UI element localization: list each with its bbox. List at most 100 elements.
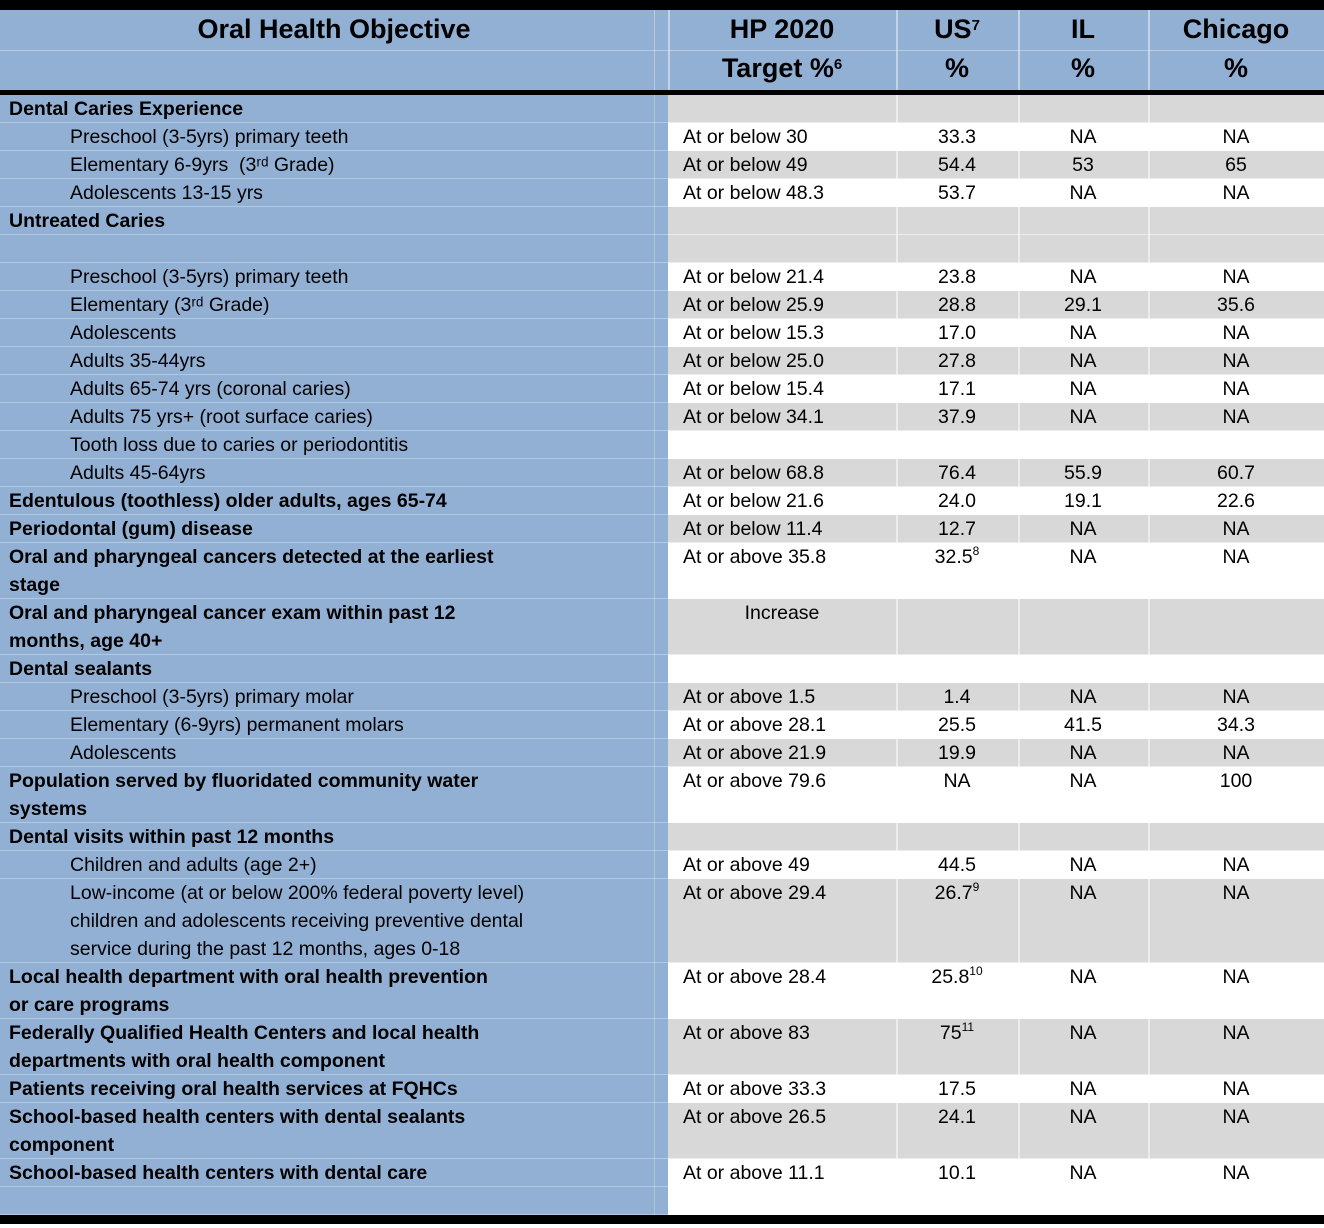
us-cell — [896, 95, 1018, 123]
us-cell — [896, 207, 1018, 235]
chicago-cell: NA — [1148, 375, 1324, 403]
header-chicago-line2: % — [1223, 53, 1248, 83]
target-cell: At or below 49 — [668, 151, 896, 179]
us-cell: 7511 — [896, 1019, 1018, 1075]
table-row: Preschool (3-5yrs) primary teeth At or be… — [0, 123, 1324, 151]
objective-cell: School-based health centers with dental … — [0, 1103, 668, 1159]
table-row: Local health department with oral health… — [0, 963, 1324, 1019]
footnote-8-marker: 8 — [972, 543, 980, 558]
us-cell — [896, 655, 1018, 683]
target-cell — [668, 235, 896, 263]
table-row: Patients receiving oral health services … — [0, 1075, 1324, 1103]
objective-cell: Preschool (3-5yrs) primary teeth — [0, 263, 668, 291]
objective-cell: Dental visits within past 12 months — [0, 823, 668, 851]
il-cell: NA — [1018, 375, 1148, 403]
target-cell: At or below 25.0 — [668, 347, 896, 375]
us-cell: 44.5 — [896, 851, 1018, 879]
header-hp2020-line2: Target %6 — [721, 53, 843, 83]
il-cell: 29.1 — [1018, 291, 1148, 319]
table-row: Adolescents 13-15 yrs At or below 48.3 53.… — [0, 179, 1324, 207]
il-cell — [1018, 823, 1148, 851]
table-row: Edentulous (toothless) older adults, age… — [0, 487, 1324, 515]
chicago-cell: 60.7 — [1148, 459, 1324, 487]
table-row: Adults 45-64yrs At or below 68.8 76.4 55.9 6… — [0, 459, 1324, 487]
target-cell: At or below 15.3 — [668, 319, 896, 347]
us-cell: 37.9 — [896, 403, 1018, 431]
table-row: Elementary 6-9yrs (3ʳᵈ Grade) At or below… — [0, 151, 1324, 179]
il-cell: NA — [1018, 1019, 1148, 1075]
header-objective: Oral Health Objective — [0, 10, 668, 90]
objective-cell: Local health department with oral health… — [0, 963, 668, 1019]
target-cell: At or above 1.5 — [668, 683, 896, 711]
objective-cell: Elementary (6-9yrs) permanent molars — [0, 711, 668, 739]
table-row: Tooth loss due to caries or periodontiti… — [0, 431, 1324, 459]
il-cell — [1018, 207, 1148, 235]
table-row: Preschool (3-5yrs) primary molar At or ab… — [0, 683, 1324, 711]
header-il-line2: % — [1070, 53, 1095, 83]
chicago-cell — [1148, 207, 1324, 235]
il-cell — [1018, 95, 1148, 123]
objective-cell: Adults 65-74 yrs (coronal caries) — [0, 375, 668, 403]
us-cell: 17.5 — [896, 1075, 1018, 1103]
target-cell: At or below 21.4 — [668, 263, 896, 291]
chicago-cell: NA — [1148, 1075, 1324, 1103]
objective-cell: Periodontal (gum) disease — [0, 515, 668, 543]
header-il-line1: IL — [1071, 14, 1095, 44]
us-cell: 17.1 — [896, 375, 1018, 403]
target-cell — [668, 1187, 896, 1215]
chicago-cell: 34.3 — [1148, 711, 1324, 739]
il-cell: NA — [1018, 767, 1148, 823]
table-row: Federally Qualified Health Centers and l… — [0, 1019, 1324, 1075]
target-cell: At or above 21.9 — [668, 739, 896, 767]
objective-cell — [0, 235, 668, 263]
il-cell — [1018, 431, 1148, 459]
us-cell — [896, 599, 1018, 655]
chicago-cell: NA — [1148, 403, 1324, 431]
chicago-cell — [1148, 599, 1324, 655]
objective-cell: Oral and pharyngeal cancer exam within p… — [0, 599, 668, 655]
chicago-cell: NA — [1148, 515, 1324, 543]
table-row: Oral and pharyngeal cancers detected at … — [0, 543, 1324, 599]
header-il: IL % — [1018, 10, 1148, 90]
il-cell: NA — [1018, 543, 1148, 599]
il-cell: NA — [1018, 347, 1148, 375]
us-cell: 25.5 — [896, 711, 1018, 739]
target-cell: At or below 48.3 — [668, 179, 896, 207]
target-cell: At or above 28.1 — [668, 711, 896, 739]
footnote-9-marker: 9 — [972, 879, 980, 894]
objective-cell: Dental Caries Experience — [0, 95, 668, 123]
table-row — [0, 1187, 1324, 1215]
table-top-border — [0, 0, 1324, 10]
chicago-cell: NA — [1148, 543, 1324, 599]
il-cell: NA — [1018, 263, 1148, 291]
us-cell: 1.4 — [896, 683, 1018, 711]
target-cell — [668, 823, 896, 851]
objective-cell: Patients receiving oral health services … — [0, 1075, 668, 1103]
il-cell: NA — [1018, 179, 1148, 207]
us-cell: NA — [896, 767, 1018, 823]
chicago-cell: NA — [1148, 319, 1324, 347]
target-cell: At or above 28.4 — [668, 963, 896, 1019]
chicago-cell — [1148, 655, 1324, 683]
target-cell: At or below 30 — [668, 123, 896, 151]
objective-cell: Adolescents — [0, 739, 668, 767]
chicago-cell — [1148, 823, 1324, 851]
objective-cell: School-based health centers with dental … — [0, 1159, 668, 1187]
us-cell: 10.1 — [896, 1159, 1018, 1187]
target-cell: At or above 29.4 — [668, 879, 896, 963]
table-row: Periodontal (gum) disease At or below 11.… — [0, 515, 1324, 543]
target-cell: At or below 25.9 — [668, 291, 896, 319]
table-row: Dental sealants — [0, 655, 1324, 683]
us-cell: 17.0 — [896, 319, 1018, 347]
target-cell — [668, 95, 896, 123]
objective-cell: Population served by fluoridated communi… — [0, 767, 668, 823]
header-hp2020-line1: HP 2020 — [729, 14, 835, 44]
table-row: Dental visits within past 12 months — [0, 823, 1324, 851]
il-cell: NA — [1018, 123, 1148, 151]
il-cell: NA — [1018, 1075, 1148, 1103]
chicago-cell — [1148, 95, 1324, 123]
table-row: Adolescents At or above 21.9 19.9 NA NA — [0, 739, 1324, 767]
header-hp2020-target: HP 2020 Target %6 — [668, 10, 896, 90]
il-cell: NA — [1018, 319, 1148, 347]
